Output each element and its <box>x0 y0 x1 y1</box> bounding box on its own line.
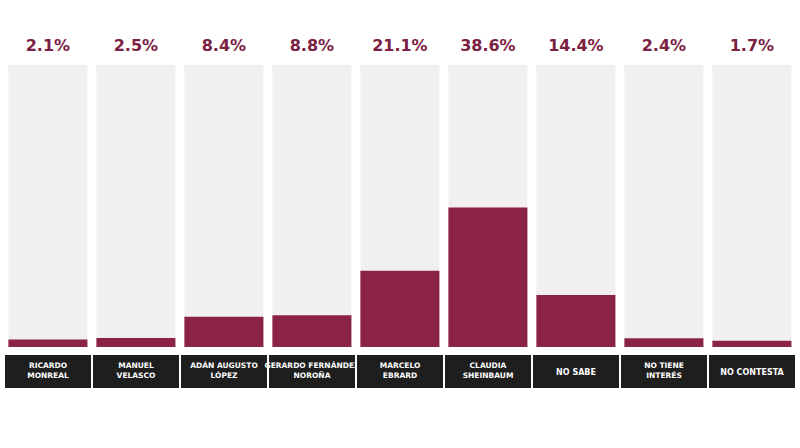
svg-text:8.8%: 8.8% <box>290 36 334 55</box>
svg-text:CLAUDIA: CLAUDIA <box>470 361 507 370</box>
svg-text:VELASCO: VELASCO <box>117 371 156 380</box>
svg-text:NO TIENE: NO TIENE <box>644 361 684 370</box>
svg-text:MARCELO: MARCELO <box>380 361 421 370</box>
svg-text:NO SABE: NO SABE <box>556 368 596 377</box>
svg-text:8.4%: 8.4% <box>202 36 246 55</box>
svg-text:14.4%: 14.4% <box>548 36 604 55</box>
svg-text:INTERÉS: INTERÉS <box>646 371 682 380</box>
svg-text:ADÁN AUGUSTO: ADÁN AUGUSTO <box>190 361 258 370</box>
svg-text:GERARDO FERNÁNDEZ: GERARDO FERNÁNDEZ <box>264 361 360 370</box>
svg-text:MANUEL: MANUEL <box>118 361 154 370</box>
svg-text:1.7%: 1.7% <box>730 36 774 55</box>
svg-text:RICARDO: RICARDO <box>29 361 67 370</box>
svg-text:2.5%: 2.5% <box>114 36 158 55</box>
svg-text:MONREAL: MONREAL <box>27 371 69 380</box>
svg-text:2.4%: 2.4% <box>642 36 686 55</box>
svg-text:2.1%: 2.1% <box>26 36 70 55</box>
svg-text:SHEINBAUM: SHEINBAUM <box>463 371 514 380</box>
svg-text:38.6%: 38.6% <box>460 36 516 55</box>
svg-text:LÓPEZ: LÓPEZ <box>211 371 239 380</box>
svg-text:NOROÑA: NOROÑA <box>294 371 331 380</box>
svg-text:EBRARD: EBRARD <box>383 371 417 380</box>
svg-text:NO CONTESTA: NO CONTESTA <box>720 368 784 377</box>
svg-text:21.1%: 21.1% <box>372 36 428 55</box>
